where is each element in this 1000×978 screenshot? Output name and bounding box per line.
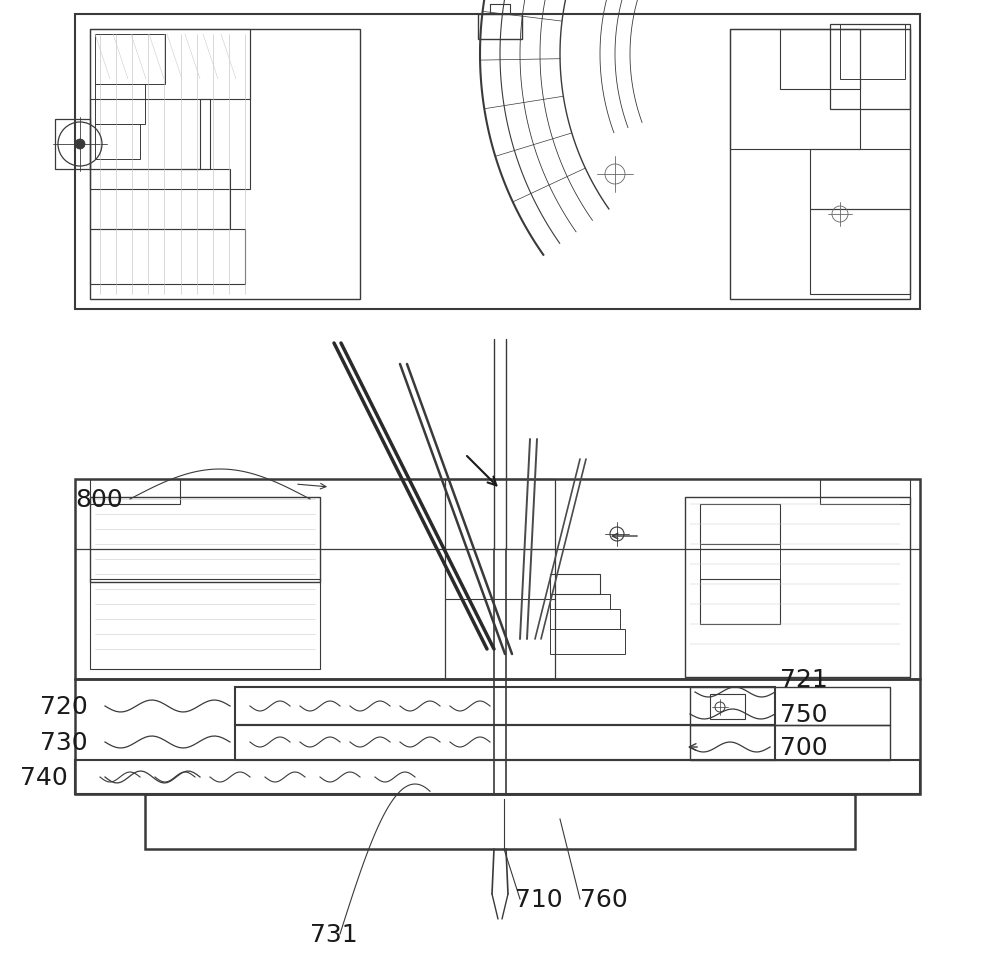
- Bar: [235, 688, 775, 726]
- Bar: [145, 794, 855, 849]
- Bar: [550, 574, 600, 595]
- Bar: [810, 150, 910, 210]
- Bar: [690, 726, 890, 760]
- Text: 721: 721: [780, 667, 828, 691]
- Text: 740: 740: [20, 765, 68, 789]
- Bar: [90, 30, 360, 299]
- Text: 730: 730: [40, 731, 88, 754]
- Bar: [840, 25, 905, 80]
- Text: 710: 710: [515, 887, 563, 911]
- Bar: [55, 120, 90, 170]
- Bar: [90, 579, 320, 669]
- Bar: [90, 100, 210, 170]
- Bar: [95, 35, 165, 85]
- Circle shape: [75, 140, 85, 150]
- Bar: [730, 30, 860, 150]
- Text: 760: 760: [580, 887, 628, 911]
- Bar: [685, 498, 910, 678]
- Text: 720: 720: [40, 694, 88, 718]
- Bar: [90, 479, 180, 505]
- Bar: [820, 479, 910, 505]
- Bar: [95, 85, 145, 125]
- Bar: [95, 125, 140, 159]
- Bar: [700, 505, 780, 545]
- Bar: [550, 595, 610, 609]
- Bar: [830, 25, 910, 110]
- Bar: [810, 210, 910, 294]
- Bar: [550, 630, 625, 654]
- Bar: [90, 170, 230, 230]
- Bar: [90, 30, 250, 190]
- Bar: [550, 609, 620, 630]
- Bar: [235, 726, 775, 760]
- Bar: [75, 680, 920, 794]
- Bar: [700, 579, 780, 624]
- Bar: [90, 498, 320, 583]
- Bar: [75, 479, 920, 680]
- Bar: [90, 230, 245, 285]
- Bar: [700, 545, 780, 579]
- Bar: [730, 30, 910, 299]
- Text: 750: 750: [780, 702, 828, 727]
- Bar: [75, 15, 920, 310]
- Text: 800: 800: [75, 487, 123, 511]
- Bar: [75, 760, 920, 794]
- Bar: [445, 479, 555, 680]
- Text: 700: 700: [780, 735, 828, 759]
- Bar: [710, 694, 745, 719]
- Text: 731: 731: [310, 922, 358, 946]
- Bar: [690, 688, 890, 726]
- Bar: [478, 15, 522, 40]
- Bar: [780, 30, 860, 90]
